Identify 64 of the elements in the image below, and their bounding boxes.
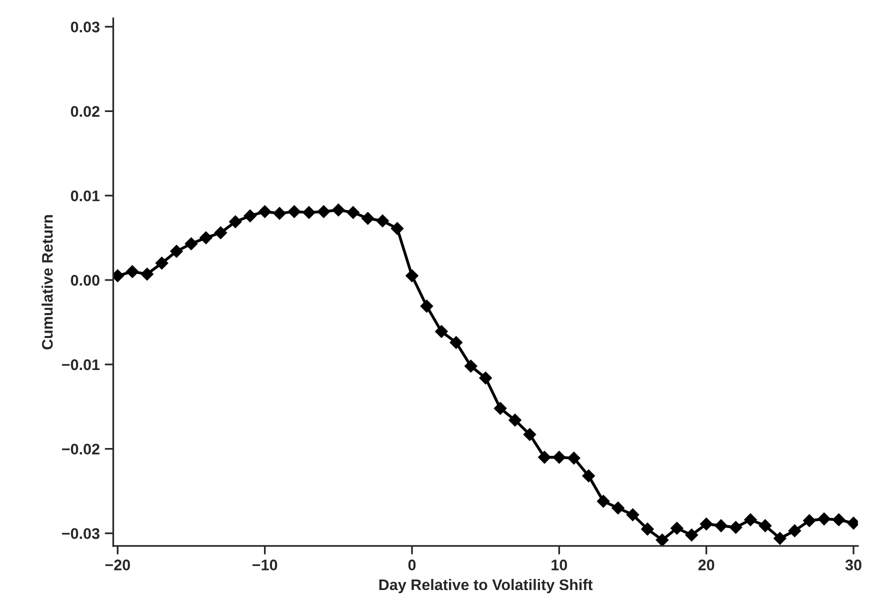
point xyxy=(494,402,507,415)
point xyxy=(596,494,610,508)
x-tick-label: −20 xyxy=(105,560,130,570)
point xyxy=(788,524,802,538)
point xyxy=(332,204,345,216)
point xyxy=(567,452,580,465)
point xyxy=(700,518,713,530)
point xyxy=(641,522,654,536)
point xyxy=(758,519,772,532)
y-tick-label: −0.03 xyxy=(62,528,100,539)
point xyxy=(170,244,183,258)
point xyxy=(126,265,139,278)
point xyxy=(406,269,418,282)
y-tick-label: 0.02 xyxy=(70,106,100,117)
y-tick-label: −0.01 xyxy=(62,359,100,370)
y-axis-title: Cumulative Return xyxy=(42,215,53,350)
point xyxy=(523,428,536,441)
point xyxy=(612,502,624,514)
x-tick-label: 0 xyxy=(408,560,416,570)
point xyxy=(317,205,330,218)
x-tick-label: 30 xyxy=(845,560,862,570)
y-tick-label: 0.00 xyxy=(70,274,100,286)
point xyxy=(140,268,154,281)
point xyxy=(361,212,374,225)
point xyxy=(626,508,640,522)
point xyxy=(376,214,389,228)
point xyxy=(818,512,830,526)
point xyxy=(450,336,463,349)
point xyxy=(228,215,242,228)
point xyxy=(670,522,684,535)
point xyxy=(802,514,816,528)
y-tick-label: 0.01 xyxy=(70,190,100,202)
point xyxy=(464,360,478,373)
point xyxy=(258,205,272,218)
x-tick-label: 10 xyxy=(552,560,568,570)
point xyxy=(288,205,301,218)
point xyxy=(538,450,551,464)
point xyxy=(244,209,257,222)
point xyxy=(552,450,566,464)
point xyxy=(774,532,786,545)
point xyxy=(508,414,522,427)
x-axis-title: Day Relative to Volatility Shift xyxy=(379,578,593,594)
x-tick-label: 20 xyxy=(698,560,714,570)
point xyxy=(479,372,492,384)
point xyxy=(832,513,846,526)
y-tick-label: 0.03 xyxy=(70,22,100,32)
point xyxy=(714,519,728,532)
point xyxy=(214,226,228,240)
x-tick-label: −10 xyxy=(252,560,278,570)
point xyxy=(200,231,212,244)
point xyxy=(729,520,742,534)
point xyxy=(582,469,596,482)
point xyxy=(685,528,698,542)
point xyxy=(184,237,198,250)
point xyxy=(346,206,360,219)
point xyxy=(656,534,669,546)
y-tick-label: −0.02 xyxy=(62,444,100,455)
point xyxy=(273,206,286,220)
point xyxy=(435,325,448,338)
point xyxy=(302,206,316,219)
point xyxy=(420,300,434,313)
point xyxy=(390,222,404,235)
point xyxy=(744,513,757,526)
point xyxy=(155,256,168,270)
